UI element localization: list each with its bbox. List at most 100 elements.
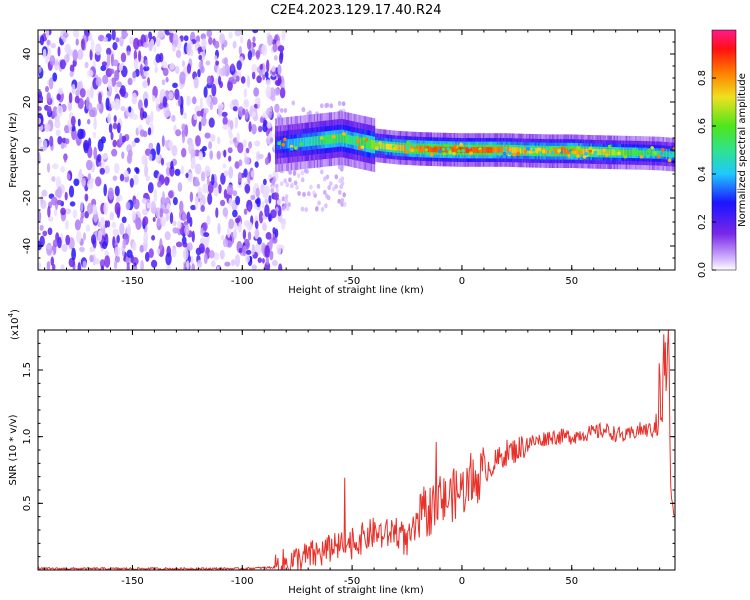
noise-cell [196,259,203,269]
noise-cell [285,182,290,188]
noise-cell [261,201,265,209]
noise-cell [162,67,169,77]
noise-cell [133,58,139,70]
noise-cell [119,173,125,182]
ridge-cell [612,149,614,156]
noise-cell [103,202,109,215]
ridge-cell [622,149,625,156]
noise-cell [63,153,67,163]
noise-cell [204,165,211,177]
noise-cell [187,242,193,251]
noise-cell [57,46,61,57]
ridge-cell [299,142,304,146]
ridge-cell [610,149,612,156]
colorbar-tick-label: 0.8 [697,70,708,86]
noise-cell [150,110,154,124]
ridge-cell [372,140,374,150]
ridge-cell [667,158,672,163]
ridge-cell [374,146,379,151]
noise-cell [279,52,283,64]
ridge-cell [493,147,496,153]
noise-cell [69,201,76,207]
ridge-cell [644,150,646,156]
noise-cell [94,258,100,265]
noise-cell [234,116,238,129]
noise-cell [171,44,176,52]
noise-cell [175,241,183,248]
ridge-cell [547,148,549,155]
ridge-cell [531,148,536,152]
ridge-cell [459,147,462,153]
noise-cell [99,259,106,268]
noise-cell [296,173,301,179]
noise-cell [197,186,203,199]
noise-cell [171,114,176,122]
ridge-cell [347,134,350,144]
noise-cell [110,131,114,141]
noise-cell [148,40,153,52]
noise-cell [177,220,182,230]
ridge-cell [481,147,483,153]
ridge-cell [572,150,577,155]
ridge-cell [656,150,659,157]
noise-cell [323,176,327,182]
ridge-cell [349,135,351,145]
ridge-cell [357,145,362,150]
noise-cell [186,260,190,270]
noise-cell [41,189,48,197]
noise-cell [132,71,137,79]
noise-cell [263,186,269,198]
snr-x-label: Height of straight line (km) [288,585,424,596]
noise-cell [112,139,117,148]
x-tick-label: -50 [344,576,360,587]
noise-cell [172,33,179,47]
noise-cell [195,35,201,43]
noise-cell [339,184,343,190]
ridge-cell [588,152,592,157]
noise-cell [93,146,98,160]
noise-cell [45,244,52,250]
ridge-cell [275,140,277,150]
ridge-cell [350,135,353,145]
ridge-cell [490,147,493,153]
noise-cell [132,257,139,266]
ridge-cell [293,138,296,148]
noise-cell [65,234,71,246]
ridge-cell [628,149,631,156]
noise-cell [270,209,277,219]
noise-cell [65,208,72,215]
noise-cell [272,43,278,53]
ridge-cell [592,153,596,157]
ridge-cell [376,142,379,149]
noise-cell [293,180,298,186]
ridge-cell [448,150,453,155]
noise-cell [97,230,103,242]
noise-cell [135,167,140,175]
noise-cell [207,193,213,205]
noise-cell [153,46,157,53]
svg-text:(x104): (x104) [7,309,21,340]
noise-cell [150,201,157,214]
noise-cell [145,251,150,262]
noise-cell [291,100,296,106]
noise-cell [77,118,81,127]
noise-cell [80,215,84,224]
noise-cell [172,220,177,226]
noise-cell [245,254,250,263]
noise-cell [195,135,201,147]
noise-cell [121,135,127,143]
noise-cell [317,200,321,206]
noise-cell [160,157,165,166]
spectrogram-y-ticks: -40 -20 0 20 40 [22,29,675,271]
noise-cell [208,36,213,45]
noise-cell [221,111,228,117]
noise-cell [72,30,80,38]
noise-cell [141,154,148,166]
noise-cell [251,111,256,118]
ridge-cell [430,152,434,157]
noise-cell [223,189,228,199]
noise-cell [61,244,68,252]
noise-cell [91,234,96,245]
ridge-cell [409,145,411,152]
ridge-cell [289,147,294,151]
